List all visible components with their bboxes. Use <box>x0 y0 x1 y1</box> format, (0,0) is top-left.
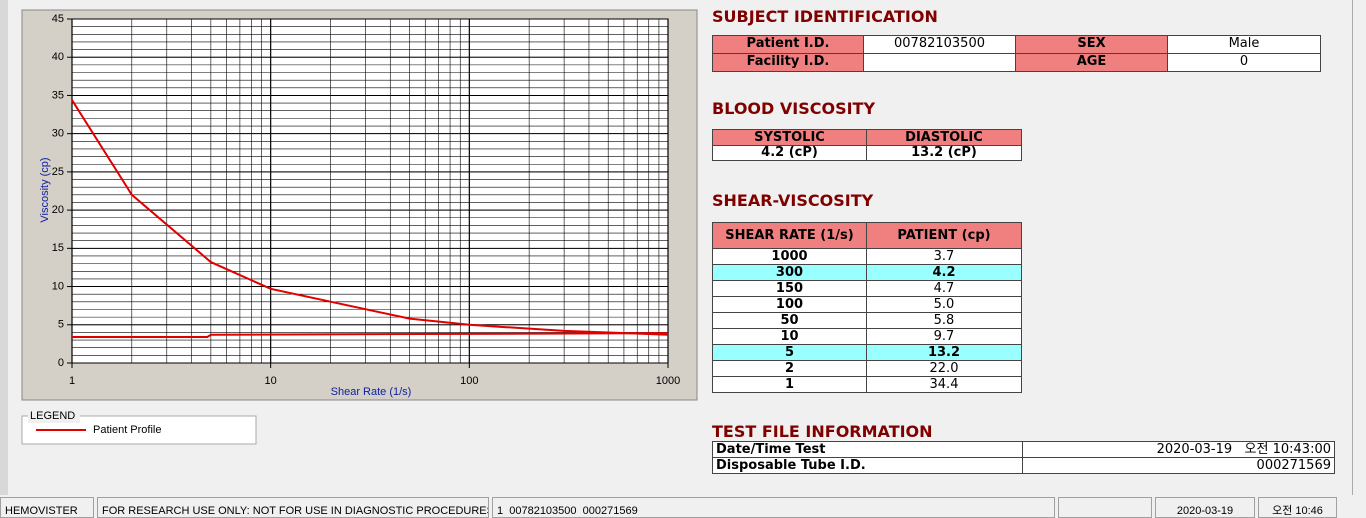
legend-label: Patient Profile <box>93 424 161 436</box>
x-tick-label: 1000 <box>656 375 680 387</box>
section-title: BLOOD VISCOSITY <box>712 99 876 118</box>
patient-cell: 5.0 <box>866 296 1022 313</box>
blood-value: 13.2 (cP) <box>866 145 1022 161</box>
patient-cell: 4.7 <box>866 280 1022 297</box>
series-line <box>72 332 669 339</box>
y-tick-label: 10 <box>52 280 64 292</box>
subject-cell: SEX <box>1015 35 1168 54</box>
chart: Shear Rate (1/s) Viscosity (cp) LEGEND 0… <box>21 9 698 445</box>
patient-cell: 4.2 <box>866 264 1022 281</box>
subject-cell: 00782103500 <box>863 35 1016 54</box>
subject-cell: Patient I.D. <box>712 35 864 54</box>
subject-cell: Facility I.D. <box>712 53 864 72</box>
blood-header: SYSTOLIC <box>712 129 867 146</box>
x-tick-label: 100 <box>460 375 478 387</box>
y-tick-label: 5 <box>58 319 64 331</box>
subject-cell: Male <box>1167 35 1321 54</box>
status-cell: FOR RESEARCH USE ONLY: NOT FOR USE IN DI… <box>97 497 489 518</box>
y-tick-label: 20 <box>52 204 64 216</box>
status-cell <box>1058 497 1152 518</box>
subject-cell: 0 <box>1167 53 1321 72</box>
shear-rate-cell: 100 <box>712 296 867 313</box>
y-tick-label: 15 <box>52 242 64 254</box>
x-tick-label: 10 <box>265 375 277 387</box>
subject-cell: AGE <box>1015 53 1168 72</box>
shear-rate-cell: 10 <box>712 328 867 345</box>
x-axis-label: Shear Rate (1/s) <box>331 386 412 398</box>
test-file-label: Date/Time Test <box>712 441 1023 458</box>
shear-rate-cell: 1000 <box>712 248 867 265</box>
legend-title-bg <box>28 409 80 423</box>
section-title: SHEAR-VISCOSITY <box>712 191 874 210</box>
y-tick-label: 40 <box>52 51 64 63</box>
blood-value: 4.2 (cP) <box>712 145 867 161</box>
patient-cell: 22.0 <box>866 360 1022 377</box>
status-cell: HEMOVISTER <box>0 497 94 518</box>
shear-rate-cell: 5 <box>712 344 867 361</box>
shear-header: SHEAR RATE (1/s) <box>712 222 867 249</box>
status-cell: 오전 10:46 <box>1258 497 1337 518</box>
legend-title: LEGEND <box>30 410 75 422</box>
patient-cell: 5.8 <box>866 312 1022 329</box>
scroll-edge <box>1352 0 1366 495</box>
shear-rate-cell: 300 <box>712 264 867 281</box>
series-line <box>71 99 669 336</box>
patient-cell: 34.4 <box>866 376 1022 393</box>
y-tick-label: 0 <box>58 357 64 369</box>
section-title: SUBJECT IDENTIFICATION <box>712 7 938 26</box>
test-file-label: Disposable Tube I.D. <box>712 457 1023 474</box>
status-cell: 1 00782103500 000271569 <box>492 497 1055 518</box>
subject-cell <box>863 53 1016 72</box>
y-tick-label: 35 <box>52 89 64 101</box>
test-file-value: 2020-03-19 오전 10:43:00 <box>1022 441 1335 458</box>
y-axis-label: Viscosity (cp) <box>39 157 51 222</box>
patient-cell: 3.7 <box>866 248 1022 265</box>
y-tick-label: 30 <box>52 128 64 140</box>
shear-rate-cell: 50 <box>712 312 867 329</box>
test-file-value: 000271569 <box>1022 457 1335 474</box>
blood-header: DIASTOLIC <box>866 129 1022 146</box>
y-tick-label: 25 <box>52 166 64 178</box>
plot-border <box>71 18 669 364</box>
shear-rate-cell: 150 <box>712 280 867 297</box>
left-edge <box>0 0 8 495</box>
patient-cell: 9.7 <box>866 328 1022 345</box>
x-tick-label: 1 <box>69 375 75 387</box>
shear-rate-cell: 1 <box>712 376 867 393</box>
y-tick-label: 45 <box>52 13 64 25</box>
shear-rate-cell: 2 <box>712 360 867 377</box>
status-cell: 2020-03-19 <box>1155 497 1255 518</box>
patient-cell: 13.2 <box>866 344 1022 361</box>
plot-area <box>72 19 668 363</box>
section-title: TEST FILE INFORMATION <box>712 422 933 441</box>
shear-header: PATIENT (cp) <box>866 222 1022 249</box>
